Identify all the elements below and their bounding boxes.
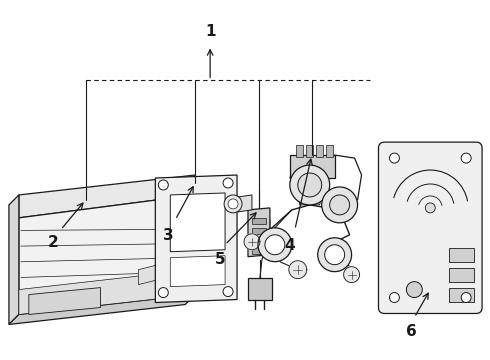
Text: 5: 5 — [215, 252, 225, 267]
Polygon shape — [449, 248, 474, 262]
Bar — [252, 228, 266, 234]
Polygon shape — [171, 193, 225, 252]
Polygon shape — [238, 195, 252, 212]
Circle shape — [158, 288, 168, 298]
Text: 3: 3 — [163, 228, 173, 243]
Circle shape — [318, 238, 352, 272]
Circle shape — [461, 153, 471, 163]
Circle shape — [228, 199, 238, 209]
Circle shape — [298, 173, 322, 197]
Circle shape — [461, 293, 471, 302]
Circle shape — [330, 195, 349, 215]
Text: 4: 4 — [285, 238, 295, 253]
Circle shape — [265, 235, 285, 255]
Circle shape — [258, 228, 292, 262]
Bar — [252, 238, 266, 244]
Circle shape — [390, 293, 399, 302]
Bar — [252, 248, 266, 254]
Circle shape — [158, 180, 168, 190]
Polygon shape — [9, 195, 19, 324]
Polygon shape — [9, 294, 195, 324]
Circle shape — [322, 187, 358, 223]
Polygon shape — [449, 288, 474, 302]
Polygon shape — [290, 155, 335, 178]
Circle shape — [325, 245, 344, 265]
Polygon shape — [289, 261, 307, 279]
Circle shape — [224, 195, 242, 213]
Polygon shape — [160, 228, 193, 280]
Circle shape — [290, 165, 330, 205]
Text: 2: 2 — [48, 235, 58, 250]
Bar — [306, 145, 313, 157]
Circle shape — [390, 153, 399, 163]
Text: 6: 6 — [406, 324, 416, 339]
Circle shape — [406, 282, 422, 298]
Text: 1: 1 — [205, 23, 216, 39]
Polygon shape — [248, 278, 272, 300]
Polygon shape — [19, 270, 195, 315]
Bar — [296, 145, 303, 157]
Bar — [252, 218, 266, 224]
Polygon shape — [298, 195, 322, 205]
Polygon shape — [343, 267, 360, 283]
Polygon shape — [244, 234, 260, 250]
Polygon shape — [19, 175, 195, 218]
Circle shape — [223, 178, 233, 188]
Polygon shape — [298, 165, 322, 175]
Circle shape — [223, 287, 233, 297]
Polygon shape — [138, 265, 158, 285]
Polygon shape — [248, 208, 270, 257]
Circle shape — [425, 203, 435, 213]
Bar — [316, 145, 323, 157]
Polygon shape — [155, 175, 237, 302]
Polygon shape — [449, 268, 474, 282]
Polygon shape — [171, 256, 225, 287]
Polygon shape — [29, 288, 100, 315]
Bar — [326, 145, 333, 157]
FancyBboxPatch shape — [378, 142, 482, 314]
Polygon shape — [19, 195, 195, 315]
